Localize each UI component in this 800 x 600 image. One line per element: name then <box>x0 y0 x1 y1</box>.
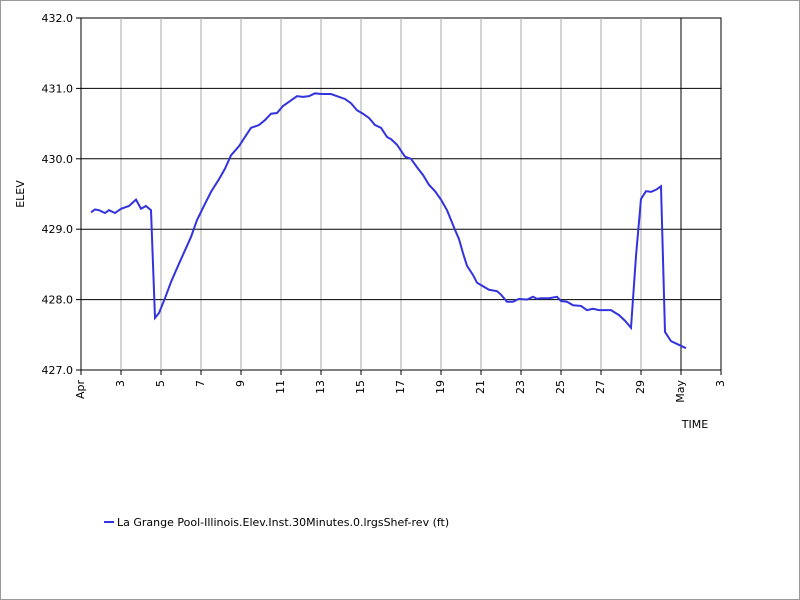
x-axis-label: TIME <box>681 418 708 431</box>
x-tick-label: 7 <box>194 380 207 387</box>
x-tick-label: 3 <box>114 380 127 387</box>
y-tick-label: 430.0 <box>42 153 74 166</box>
y-tick-label: 427.0 <box>42 364 74 377</box>
x-tick-label: 3 <box>714 380 727 387</box>
x-tick-label: 13 <box>314 380 327 394</box>
y-tick-label: 431.0 <box>42 82 74 95</box>
x-tick-label: 23 <box>514 380 527 394</box>
y-tick-label: 428.0 <box>42 294 74 307</box>
y-tick-label: 429.0 <box>42 223 74 236</box>
x-tick-label: 11 <box>274 380 287 394</box>
x-tick-label: Apr <box>74 380 87 400</box>
x-tick-label: 9 <box>234 380 247 387</box>
x-tick-label: 29 <box>634 380 647 394</box>
y-axis-label: ELEV <box>14 180 27 208</box>
x-tick-label: 27 <box>594 380 607 394</box>
x-tick-label: 15 <box>354 380 367 394</box>
x-tick-label: 21 <box>474 380 487 394</box>
x-tick-label: May <box>674 380 687 403</box>
series-line <box>90 92 687 350</box>
x-tick-label: 17 <box>394 380 407 394</box>
x-tick-label: 25 <box>554 380 567 394</box>
x-tick-label: 5 <box>154 380 167 387</box>
y-tick-label: 432.0 <box>42 12 74 25</box>
legend-label: La Grange Pool-Illinois.Elev.Inst.30Minu… <box>117 516 449 529</box>
x-tick-label: 19 <box>434 380 447 394</box>
